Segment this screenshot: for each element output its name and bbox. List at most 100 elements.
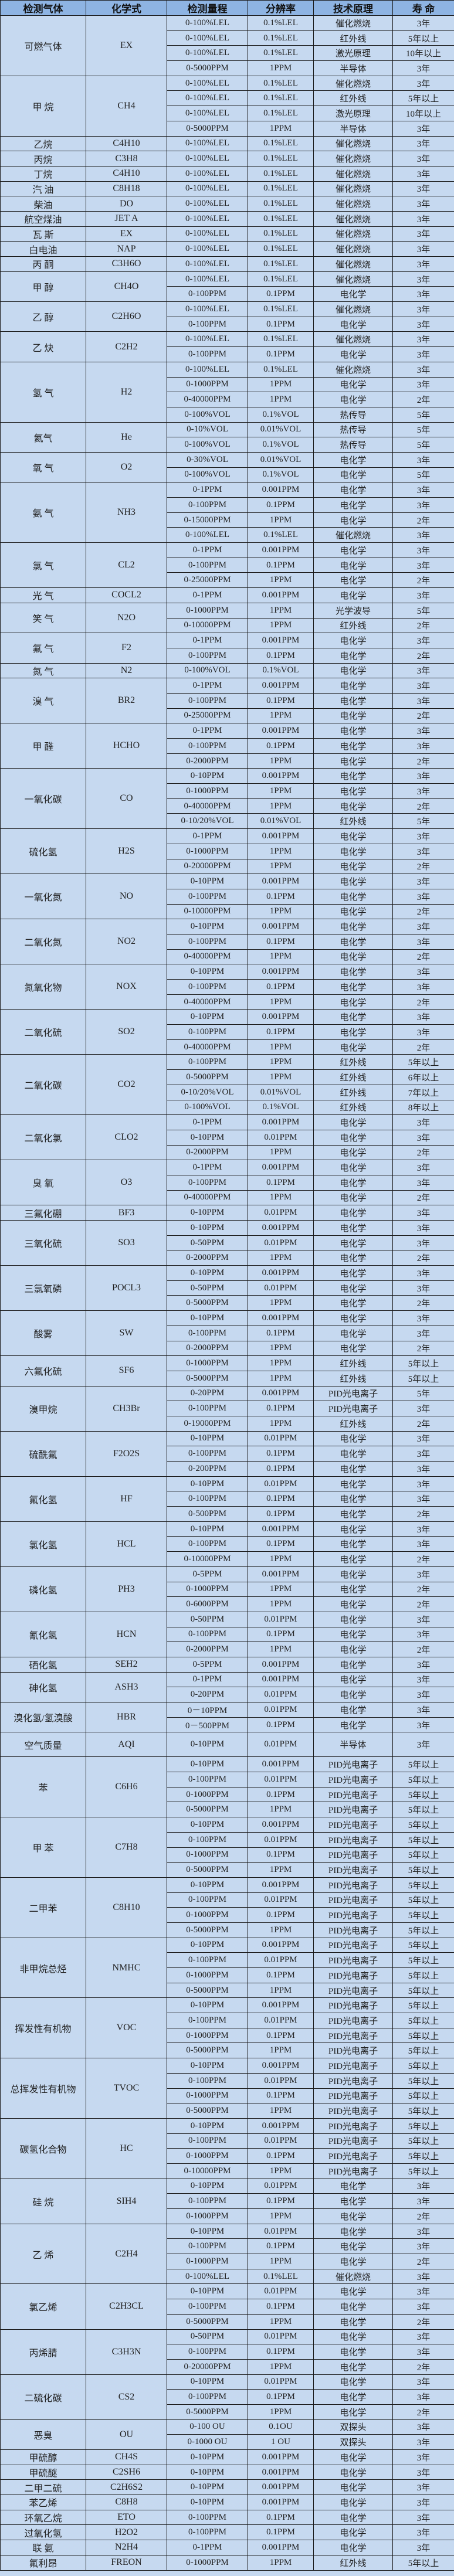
- table-row: 非甲烷总烃 NMHC 0-10PPM 0.001PPM PID光电离子 5年以上: [0, 1937, 454, 1999]
- principle-cell: 红外线: [313, 1084, 393, 1100]
- range-cell: 0-100PPM: [167, 888, 248, 905]
- principle-cell: 电化学: [313, 1129, 393, 1146]
- principle-cell: 电化学: [313, 2449, 393, 2465]
- lifespan-cell: 3年: [392, 271, 454, 287]
- gas-name-cell: 乙 醇: [0, 301, 86, 332]
- range-cell: 0-1000PPM: [167, 843, 248, 859]
- gas-name-cell: 甲 醛: [0, 723, 86, 769]
- table-row: 0-50PPM 0.01PPM 电化学 3年: [1, 1280, 454, 1296]
- table-row: 瓦 斯 EX 0-100%LEL 0.1%LEL 催化燃烧 3年: [0, 226, 454, 242]
- formula-cell: C6H6: [86, 1756, 167, 1818]
- resolution-cell: 0.01PPM: [248, 1280, 314, 1296]
- table-row: 过氧化氢 H2O2 0-100PPM 0.1PPM 电化学 3年: [0, 2524, 454, 2541]
- table-row: 二甲苯 C8H10 0-10PPM 0.001PPM PID光电离子 5年以上: [0, 1877, 454, 1938]
- resolution-cell: 0.01PPM: [248, 1430, 314, 1447]
- principle-cell: 电化学: [313, 678, 393, 694]
- principle-cell: 电化学: [313, 542, 393, 558]
- range-cell: 0-10PPM: [167, 964, 248, 980]
- principle-cell: 电化学: [313, 843, 393, 859]
- lifespan-cell: 5年以上: [392, 1355, 454, 1371]
- range-cell: 0-100 OU: [167, 2419, 248, 2435]
- range-cell: 0-10PPM: [167, 1732, 248, 1758]
- formula-cell: CO2: [86, 1054, 167, 1116]
- range-cell: 0-100%LEL: [167, 45, 248, 62]
- principle-cell: 电化学: [313, 858, 393, 875]
- resolution-cell: 0.1PPM: [248, 1401, 314, 1416]
- lifespan-cell: 3年: [392, 1521, 454, 1537]
- principle-cell: 电化学: [313, 874, 393, 889]
- resolution-cell: 1PPM: [248, 783, 314, 799]
- resolution-cell: 1PPM: [248, 2163, 314, 2179]
- table-row: 甲 苯 C7H8 0-10PPM 0.001PPM PID光电离子 5年以上: [0, 1817, 454, 1878]
- range-cell: 0-1000PPM: [167, 2027, 248, 2044]
- gas-name-cell: 二氧化硫: [0, 1009, 86, 1055]
- lifespan-cell: 3年: [392, 888, 454, 905]
- lifespan-cell: 3年: [392, 1220, 454, 1236]
- range-cell: 0-100PPM: [167, 2193, 248, 2209]
- range-cell: 0-10PPM: [167, 2178, 248, 2194]
- lifespan-cell: 2年: [392, 798, 454, 814]
- resolution-cell: 1PPM: [248, 1862, 314, 1878]
- principle-cell: 半导体: [313, 1732, 393, 1758]
- table-row: 0-1000PPM 1PPM 电化学 3年: [1, 376, 454, 393]
- lifespan-cell: 5年以上: [392, 1772, 454, 1787]
- resolution-cell: 0.001PPM: [248, 2540, 314, 2555]
- range-cell: 0-1000PPM: [167, 1581, 248, 1598]
- range-cell: 0-100PPM: [167, 2389, 248, 2405]
- table-row: 硫酰氟 F2O2S 0-10PPM 0.01PPM 电化学 3年: [0, 1430, 454, 1477]
- table-row: 溴 气 BR2 0-1PPM 0.001PPM 电化学 3年: [0, 678, 454, 724]
- table-row: 氯化氢 HCL 0-10PPM 0.001PPM 电化学 3年: [0, 1521, 454, 1567]
- range-cell: 0-10PPM: [167, 1997, 248, 2014]
- principle-cell: 电化学: [313, 1009, 393, 1025]
- lifespan-cell: 5年以上: [392, 1907, 454, 1923]
- range-cell: 0-5PPM: [167, 1566, 248, 1582]
- range-cell: 0-100PPM: [167, 346, 248, 362]
- lifespan-cell: 3年: [392, 2283, 454, 2300]
- resolution-cell: 1PPM: [248, 1355, 314, 1371]
- gas-name-cell: 二甲二硫: [0, 2479, 86, 2496]
- resolution-cell: 0.1PPM: [248, 647, 314, 664]
- resolution-cell: 0.001PPM: [248, 1160, 314, 1175]
- table-row: 0-100PPM 0.01PPM PID光电离子 5年以上: [1, 1831, 454, 1848]
- principle-cell: 热传导: [313, 422, 393, 438]
- lifespan-cell: 3年: [392, 2178, 454, 2194]
- range-cell: 0-100%VOL: [167, 467, 248, 483]
- principle-cell: 红外线: [313, 2554, 393, 2571]
- lifespan-cell: 3年: [392, 2449, 454, 2465]
- table-row: 氟利昂 FREON 0-1000PPM 1PPM 红外线 5年以上: [0, 2554, 454, 2571]
- lifespan-cell: 7年以上: [392, 1084, 454, 1100]
- resolution-cell: 0.1%LEL: [248, 256, 314, 272]
- formula-cell: CO: [86, 768, 167, 830]
- header-formula: 化学式: [86, 0, 167, 16]
- lifespan-cell: 2年: [392, 647, 454, 664]
- principle-cell: 电化学: [313, 919, 393, 934]
- table-row: 甲 醇 CH4O 0-100%LEL 0.1%LEL 催化燃烧 3年: [0, 271, 454, 303]
- range-cell: 0-10PPM: [167, 2449, 248, 2465]
- formula-cell: TVOC: [86, 2058, 167, 2119]
- resolution-cell: 0.01PPM: [248, 1235, 314, 1251]
- table-row: 0-1000PPM 1PPM 电化学 2年: [1, 1581, 454, 1598]
- resolution-cell: 1PPM: [248, 858, 314, 875]
- principle-cell: 电化学: [313, 828, 393, 844]
- principle-cell: 光学波导: [313, 602, 393, 618]
- table-row: 氟 气 F2 0-1PPM 0.001PPM 电化学 3年: [0, 633, 454, 664]
- resolution-cell: 0.01%VOL: [248, 1084, 314, 1100]
- lifespan-cell: 5年以上: [392, 1370, 454, 1386]
- range-cell: 0-1000PPM: [167, 1967, 248, 1983]
- lifespan-cell: 3年: [392, 2434, 454, 2450]
- resolution-cell: 0.1PPM: [248, 1174, 314, 1191]
- range-cell: 0-5PPM: [167, 1656, 248, 1673]
- lifespan-cell: 3年: [392, 2344, 454, 2360]
- resolution-cell: 0.1%LEL: [248, 151, 314, 166]
- formula-cell: CH3Br: [86, 1385, 167, 1432]
- table-row: 0-1000PPM 1PPM 电化学 2年: [1, 2254, 454, 2269]
- formula-cell: CLO2: [86, 1114, 167, 1161]
- range-cell: 0-10PPM: [167, 2058, 248, 2074]
- table-row: 氦气 He 0-10%VOL 0.01%VOL 热传导 5年: [0, 422, 454, 453]
- resolution-cell: 0.1PPM: [248, 2299, 314, 2315]
- resolution-cell: 0.1%LEL: [248, 331, 314, 348]
- principle-cell: 电化学: [313, 1551, 393, 1567]
- principle-cell: PID光电离子: [313, 2133, 393, 2149]
- lifespan-cell: 3年: [392, 226, 454, 242]
- range-cell: 0-100%LEL: [167, 196, 248, 212]
